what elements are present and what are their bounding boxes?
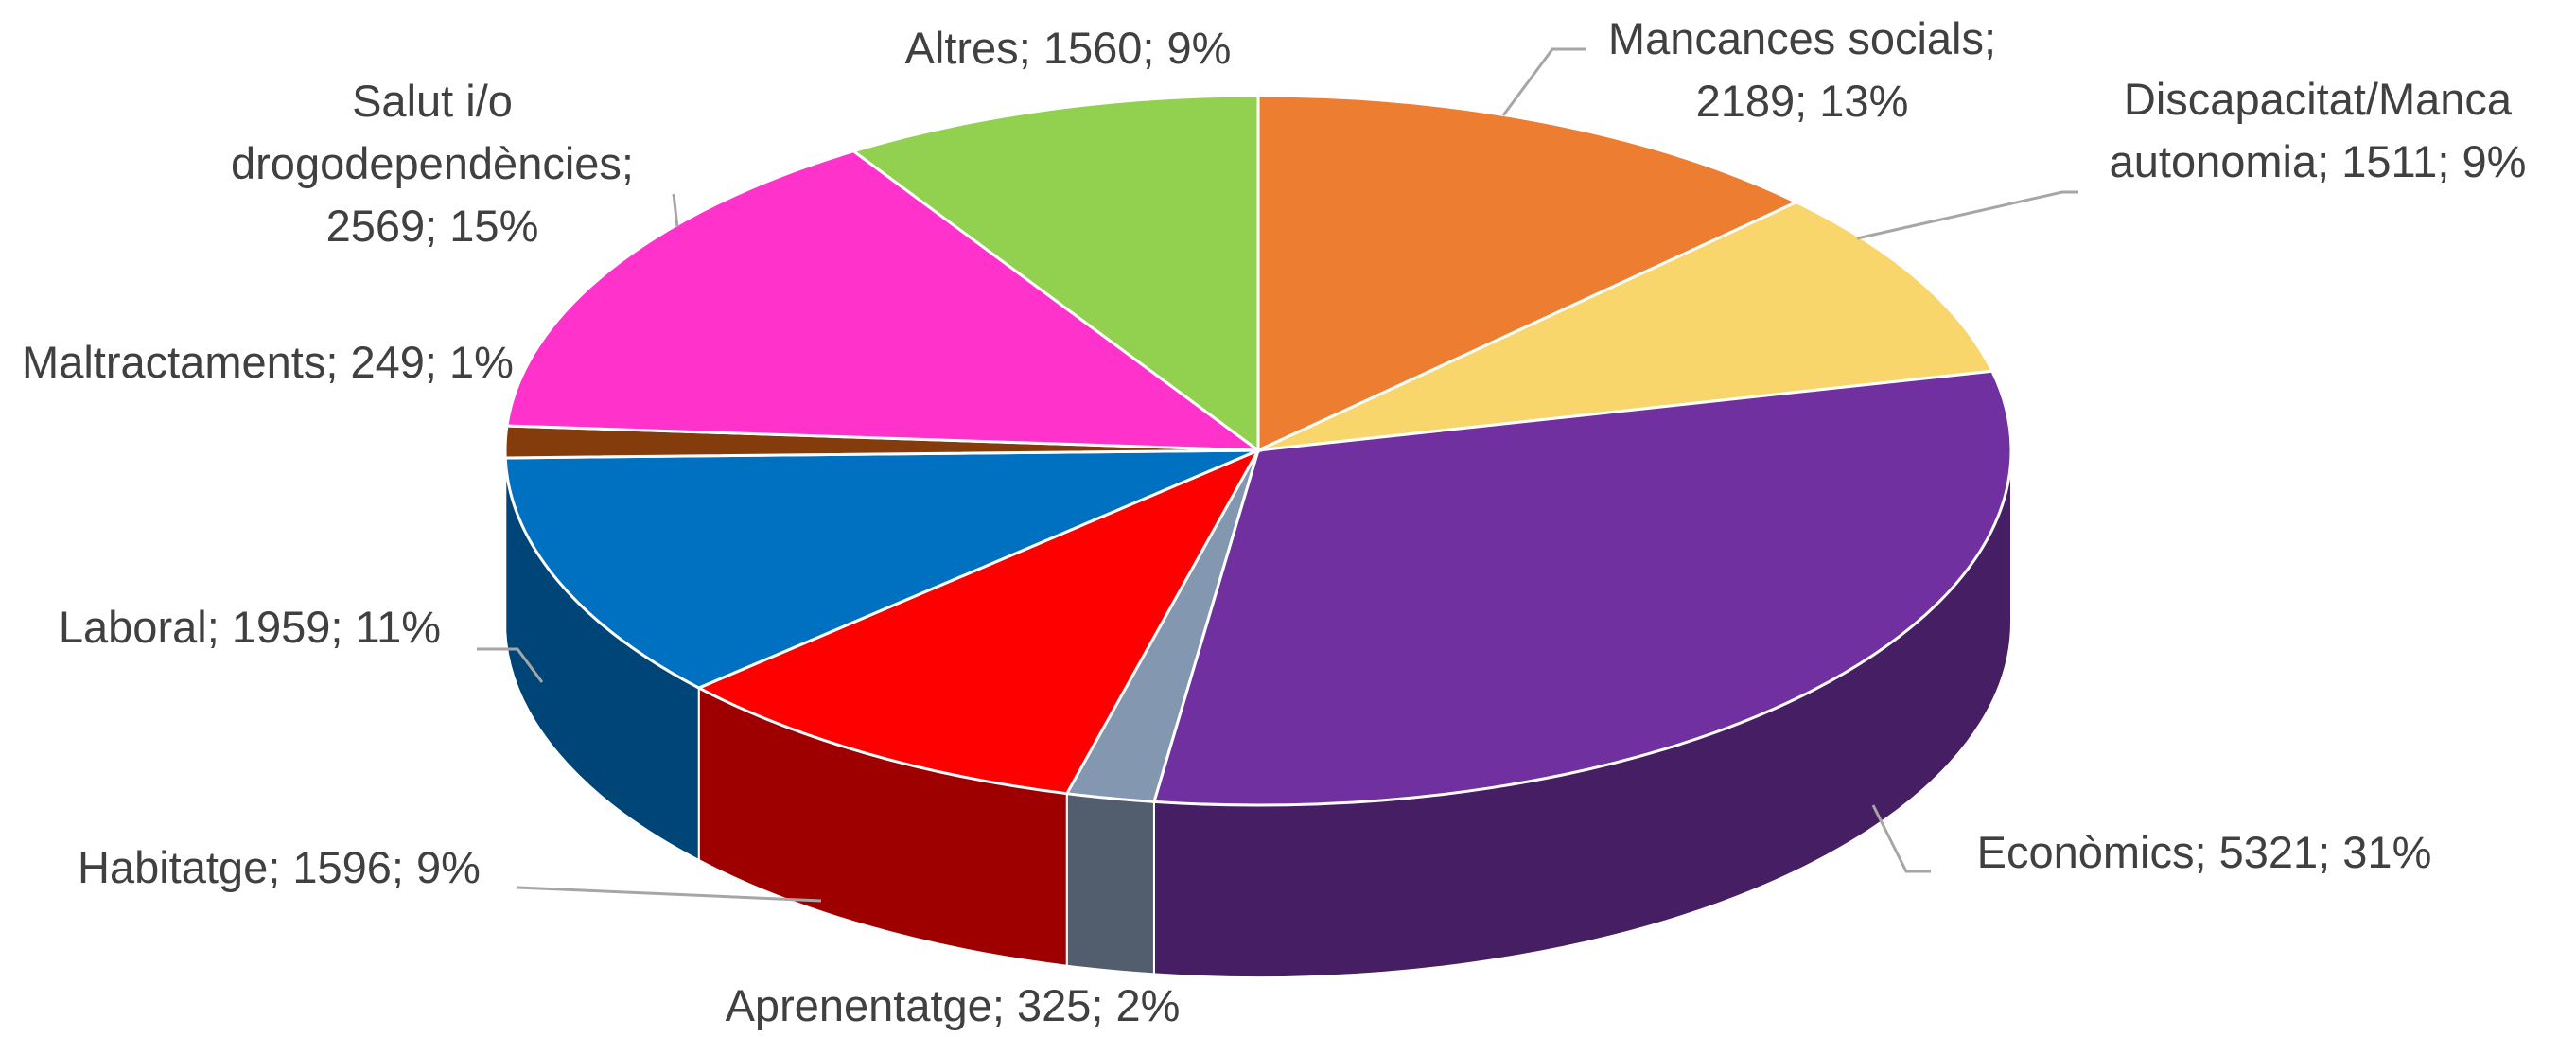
label-percent: 31% bbox=[2342, 827, 2432, 877]
label-category: Habitatge bbox=[78, 842, 269, 892]
slice bbox=[1257, 200, 1995, 452]
label-separator: ; bbox=[2317, 136, 2342, 186]
label-category: Laboral bbox=[58, 602, 207, 652]
leader-line bbox=[477, 647, 544, 683]
leader-line bbox=[1871, 804, 1931, 873]
label-category: Altres bbox=[904, 23, 1019, 73]
slice-side bbox=[1065, 792, 1155, 975]
label-value: 249 bbox=[350, 337, 425, 387]
label-category: Maltractaments bbox=[22, 337, 326, 387]
leader-line bbox=[1856, 190, 2078, 240]
label-separator: ; bbox=[325, 337, 351, 387]
data-label: Discapacitat/Manca autonomia; 1511; 9% bbox=[2072, 68, 2565, 193]
slice bbox=[850, 94, 1260, 453]
label-value: 1511 bbox=[2341, 136, 2438, 186]
label-separator: ; bbox=[424, 337, 449, 387]
label-separator: ; bbox=[2318, 827, 2343, 877]
label-value: 2189 bbox=[1695, 76, 1796, 126]
slice bbox=[505, 149, 1263, 452]
leader-line bbox=[517, 886, 822, 903]
label-separator: ; bbox=[330, 602, 356, 652]
label-separator: ; bbox=[2194, 827, 2219, 877]
label-value: 5321 bbox=[2218, 827, 2319, 877]
label-category: Econòmics bbox=[1976, 827, 2195, 877]
label-value: 1596 bbox=[292, 842, 392, 892]
data-label: Habitatge; 1596; 9% bbox=[0, 836, 610, 899]
label-percent: 11% bbox=[355, 602, 442, 652]
leader-line bbox=[672, 193, 679, 228]
label-category: Mancances socials bbox=[1607, 13, 1984, 63]
label-separator: ; bbox=[206, 602, 232, 652]
label-separator: ; bbox=[1984, 13, 1997, 63]
label-separator: ; bbox=[1091, 980, 1116, 1030]
pie-sides bbox=[504, 449, 2012, 978]
label-separator: ; bbox=[268, 842, 293, 892]
slice bbox=[1151, 369, 2013, 807]
label-separator: ; bbox=[2437, 136, 2462, 186]
label-category: Discapacitat/Manca autonomia bbox=[2109, 74, 2513, 186]
label-value: 2569 bbox=[325, 201, 426, 251]
label-value: 1959 bbox=[231, 602, 331, 652]
label-category: Aprenentatge bbox=[725, 980, 992, 1030]
data-label: Mancances socials; 2189; 13% bbox=[1575, 8, 2029, 132]
label-separator: ; bbox=[621, 138, 634, 188]
data-label: Aprenentatge; 325; 2% bbox=[574, 975, 1331, 1037]
data-label: Altres; 1560; 9% bbox=[737, 17, 1399, 79]
label-percent: 1% bbox=[449, 337, 514, 387]
data-label: Salut i/o drogodependències; 2569; 15% bbox=[186, 70, 679, 257]
label-separator: ; bbox=[991, 980, 1017, 1030]
slice bbox=[503, 448, 1259, 690]
label-category: Salut i/o drogodependències bbox=[231, 76, 622, 188]
label-separator: ; bbox=[1018, 23, 1043, 73]
label-separator: ; bbox=[425, 201, 450, 251]
label-percent: 9% bbox=[2462, 136, 2527, 186]
data-label: Laboral; 1959; 11% bbox=[0, 596, 581, 659]
data-label: Maltractaments; 249; 1% bbox=[12, 331, 523, 394]
label-percent: 13% bbox=[1819, 76, 1909, 126]
label-separator: ; bbox=[391, 842, 417, 892]
label-separator: ; bbox=[1142, 23, 1167, 73]
label-separator: ; bbox=[1795, 76, 1820, 126]
label-percent: 15% bbox=[449, 201, 539, 251]
label-value: 1560 bbox=[1043, 23, 1143, 73]
slice bbox=[695, 447, 1262, 796]
label-percent: 9% bbox=[1166, 23, 1232, 73]
pie-tops bbox=[503, 94, 2013, 807]
label-percent: 9% bbox=[416, 842, 481, 892]
leader-line bbox=[1501, 47, 1586, 116]
label-percent: 2% bbox=[1115, 980, 1181, 1030]
slice bbox=[1256, 94, 1800, 453]
label-value: 325 bbox=[1016, 980, 1092, 1030]
data-label: Econòmics; 5321; 31% bbox=[1779, 821, 2576, 884]
